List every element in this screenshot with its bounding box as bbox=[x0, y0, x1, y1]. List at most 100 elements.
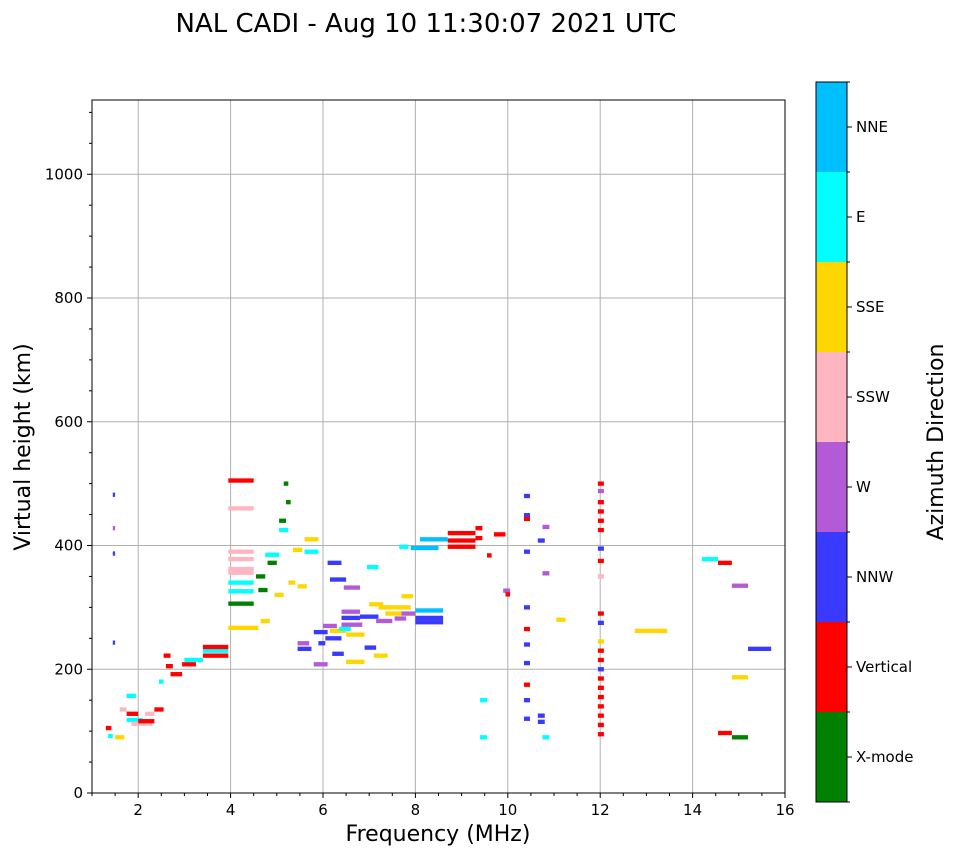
echo-mark bbox=[163, 653, 171, 658]
echo-mark bbox=[364, 645, 377, 650]
echo-mark bbox=[279, 518, 287, 523]
echo-mark bbox=[228, 589, 254, 594]
echo-mark bbox=[523, 605, 530, 610]
echo-mark bbox=[410, 545, 439, 551]
echo-mark bbox=[108, 733, 113, 739]
echo-mark bbox=[505, 592, 511, 597]
echo-mark bbox=[523, 698, 530, 703]
echo-mark bbox=[126, 717, 143, 723]
echo-mark bbox=[597, 713, 604, 718]
echo-mark bbox=[332, 651, 344, 656]
echo-mark bbox=[304, 537, 319, 542]
echo-mark bbox=[556, 617, 566, 622]
echo-mark bbox=[105, 725, 112, 731]
echo-mark bbox=[597, 574, 604, 579]
colorbar-segment bbox=[816, 442, 847, 532]
echo-mark bbox=[597, 722, 604, 728]
echo-mark bbox=[341, 622, 363, 627]
colorbar-label: NNW bbox=[856, 568, 893, 586]
echo-mark bbox=[480, 735, 488, 740]
echo-mark bbox=[523, 549, 530, 554]
echo-mark bbox=[537, 538, 545, 543]
y-axis-ticks: 0 200 400 600 800 1000 bbox=[45, 111, 92, 802]
echo-traces bbox=[105, 478, 772, 740]
echo-mark bbox=[228, 570, 254, 575]
echo-mark bbox=[256, 574, 266, 579]
echo-mark bbox=[634, 628, 668, 634]
echo-mark bbox=[279, 527, 289, 533]
echo-mark bbox=[112, 526, 116, 531]
x-tick-label: 8 bbox=[411, 801, 421, 819]
echo-mark bbox=[597, 704, 604, 709]
echo-mark bbox=[131, 721, 153, 726]
colorbar-label: NNE bbox=[856, 118, 888, 136]
echo-mark bbox=[493, 532, 506, 537]
echo-mark bbox=[597, 509, 604, 514]
echo-mark bbox=[228, 566, 254, 572]
echo-mark bbox=[228, 478, 254, 483]
echo-mark bbox=[523, 493, 530, 499]
echo-mark bbox=[597, 694, 604, 700]
echo-mark bbox=[597, 481, 604, 486]
echo-mark bbox=[537, 713, 545, 718]
echo-mark bbox=[597, 732, 604, 737]
echo-mark bbox=[394, 616, 407, 621]
echo-mark bbox=[327, 560, 342, 565]
echo-mark bbox=[718, 730, 732, 736]
echo-mark bbox=[112, 640, 116, 645]
echo-mark bbox=[597, 500, 604, 505]
echo-mark bbox=[359, 614, 379, 619]
echo-mark bbox=[154, 707, 164, 712]
y-tick-label: 200 bbox=[54, 660, 83, 678]
x-tick-label: 2 bbox=[133, 801, 143, 819]
y-tick-label: 1000 bbox=[45, 165, 83, 183]
echo-mark bbox=[170, 672, 183, 677]
colorbar-segment bbox=[816, 532, 847, 622]
echo-mark bbox=[475, 526, 483, 531]
echo-mark bbox=[523, 660, 530, 666]
grid-lines bbox=[92, 100, 785, 793]
echo-mark bbox=[503, 588, 511, 593]
echo-mark bbox=[318, 641, 326, 646]
echo-mark bbox=[313, 662, 328, 667]
y-tick-label: 400 bbox=[54, 537, 83, 555]
echo-mark bbox=[369, 602, 384, 607]
colorbar-label: SSE bbox=[856, 298, 885, 316]
echo-mark bbox=[182, 662, 196, 667]
echo-mark bbox=[385, 611, 402, 616]
echo-mark bbox=[228, 556, 254, 562]
echo-mark bbox=[228, 580, 254, 585]
echo-mark bbox=[228, 549, 254, 554]
echo-mark bbox=[447, 538, 476, 543]
echo-mark bbox=[597, 518, 604, 523]
echo-mark bbox=[597, 657, 604, 663]
echo-mark bbox=[323, 623, 337, 629]
x-tick-label: 6 bbox=[318, 801, 328, 819]
echo-mark bbox=[165, 663, 173, 669]
echo-mark bbox=[283, 481, 289, 486]
echo-mark bbox=[304, 549, 319, 554]
colorbar-segment bbox=[816, 82, 847, 172]
echo-mark bbox=[325, 636, 342, 641]
y-tick-label: 600 bbox=[54, 413, 83, 431]
echo-mark bbox=[339, 626, 351, 632]
echo-mark bbox=[597, 685, 604, 690]
colorbar-title: Azimuth Direction bbox=[924, 343, 949, 540]
echo-mark bbox=[523, 626, 530, 632]
echo-mark bbox=[748, 646, 772, 651]
echo-mark bbox=[228, 601, 254, 606]
colorbar-frame bbox=[815, 81, 848, 803]
echo-mark bbox=[597, 639, 604, 644]
x-axis-ticks: 2 4 6 8 10 12 14 16 bbox=[91, 793, 795, 819]
echo-mark bbox=[597, 667, 604, 672]
echo-mark bbox=[597, 648, 604, 653]
echo-mark bbox=[267, 560, 277, 565]
echo-mark bbox=[228, 506, 254, 511]
echo-mark bbox=[731, 735, 749, 740]
echo-mark bbox=[366, 564, 379, 570]
echo-mark bbox=[523, 642, 530, 647]
echo-mark bbox=[376, 618, 393, 624]
echo-mark bbox=[274, 592, 284, 598]
echo-mark bbox=[112, 551, 116, 556]
